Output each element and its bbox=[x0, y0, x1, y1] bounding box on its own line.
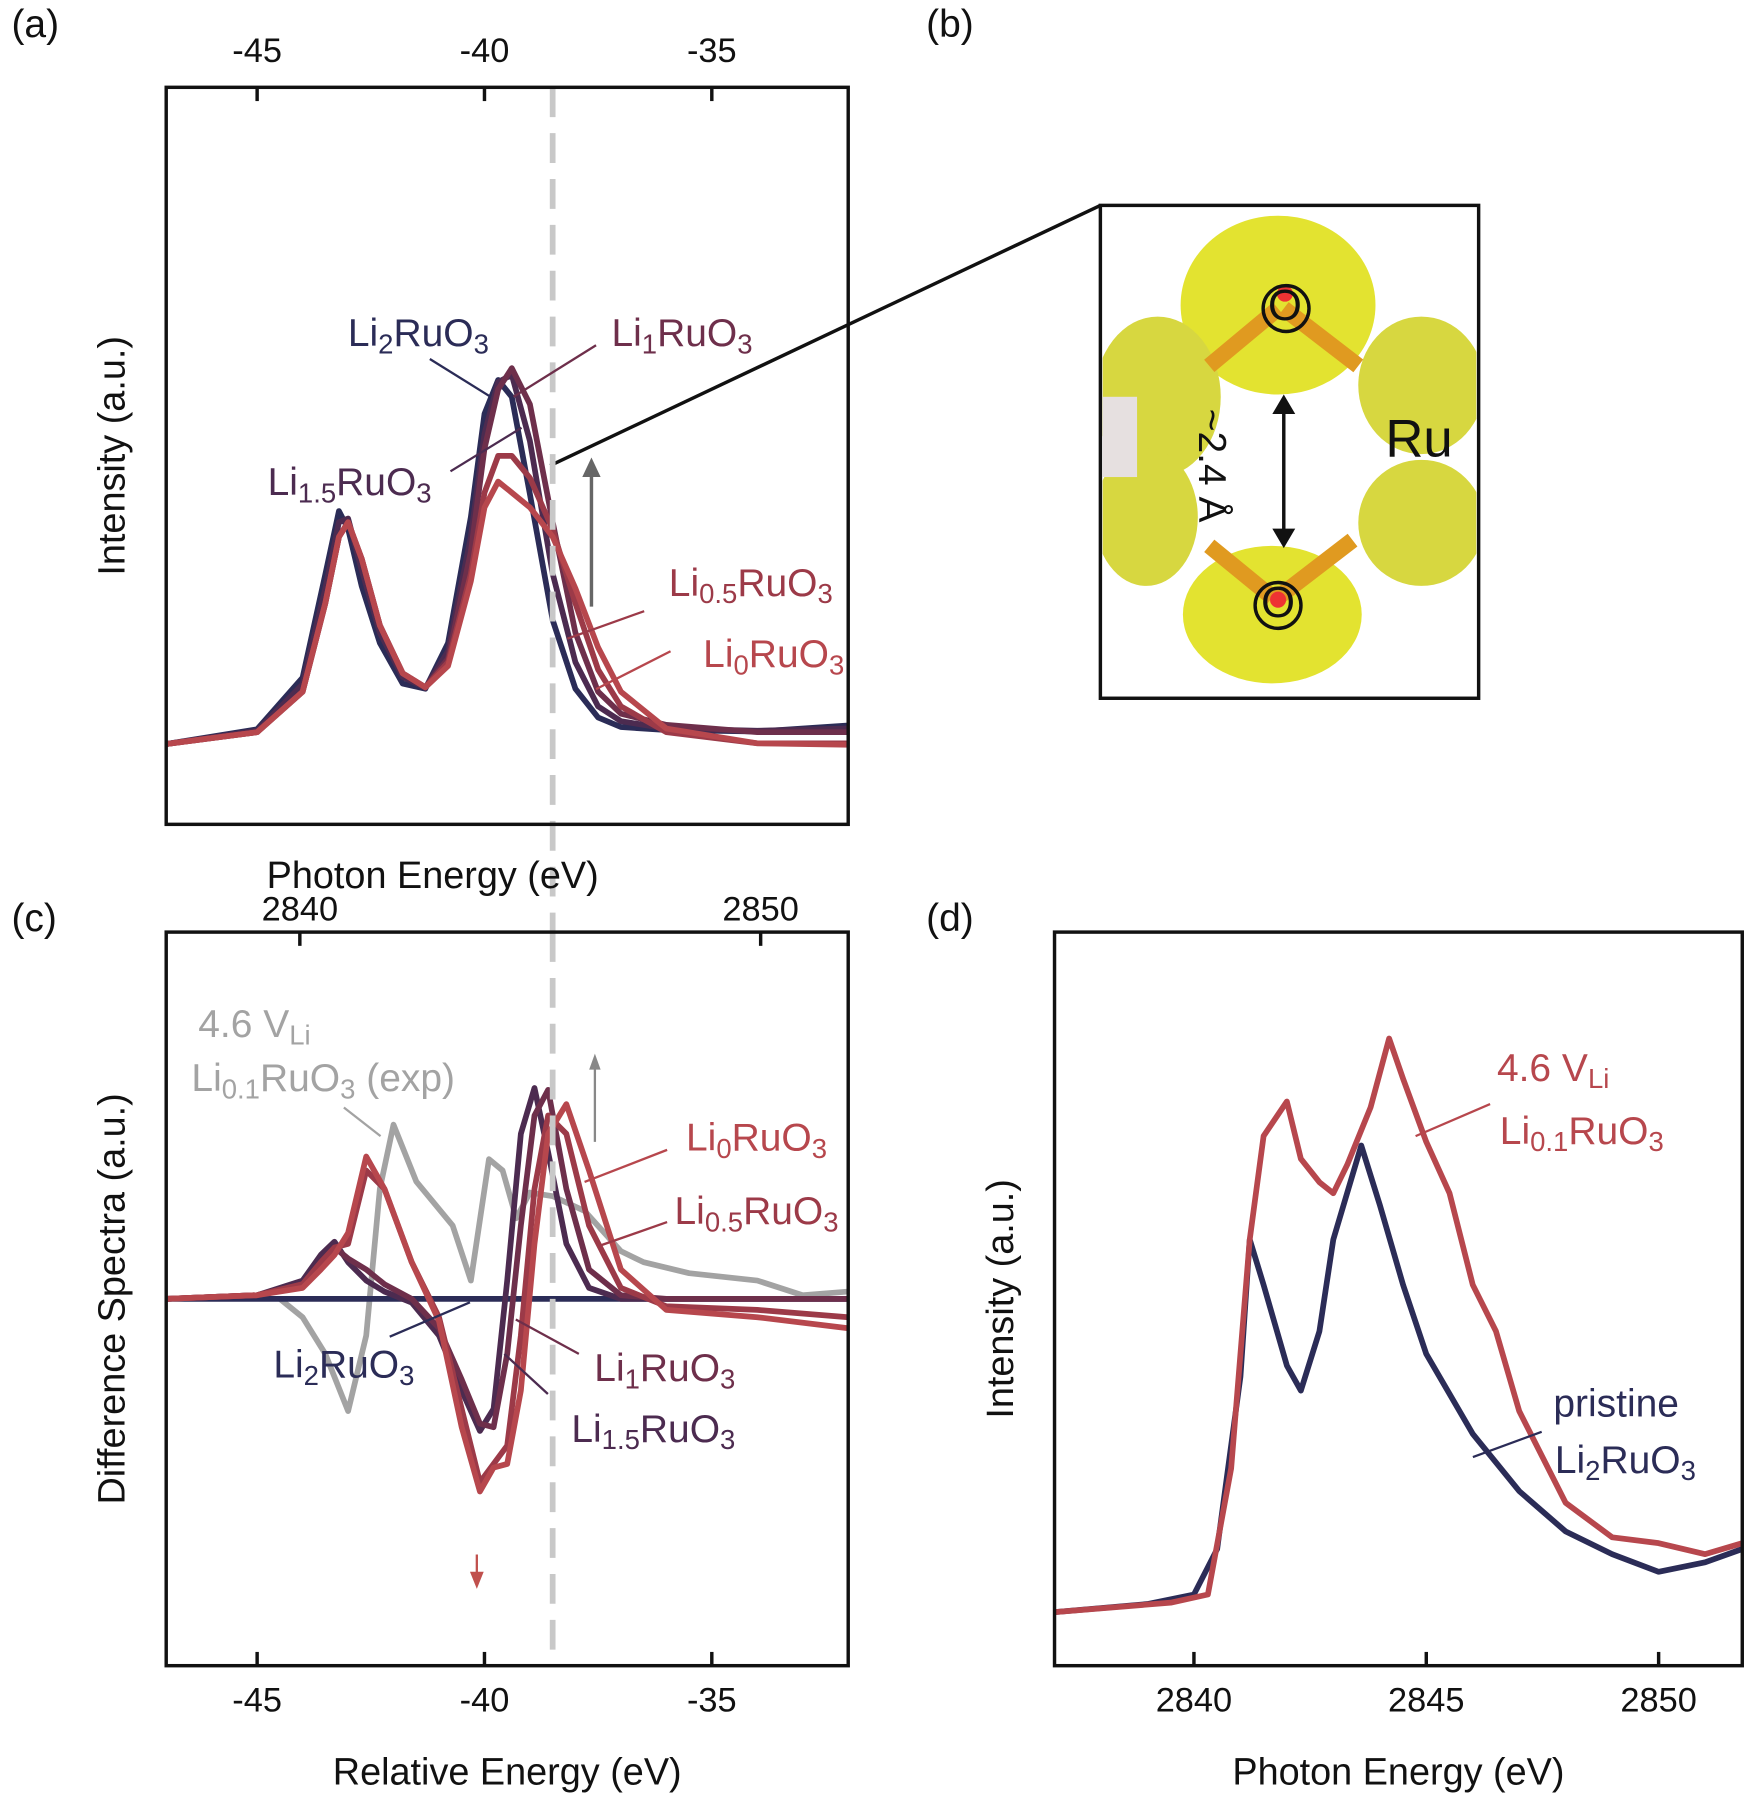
series-label: Li0.1RuO3 bbox=[1500, 1110, 1664, 1157]
trend-arrow-head bbox=[469, 1571, 484, 1589]
atom-outline bbox=[1261, 283, 1311, 334]
leader-line bbox=[515, 1318, 580, 1355]
bond bbox=[1278, 302, 1364, 373]
note-part: Li bbox=[1588, 1063, 1609, 1094]
atom-label: Ru bbox=[1385, 410, 1452, 469]
plot-area bbox=[166, 1085, 849, 1495]
x-tick-label: 2845 bbox=[1388, 1681, 1464, 1719]
leader-line bbox=[512, 344, 597, 398]
y-axis-label: Intensity (a.u.) bbox=[92, 336, 134, 576]
leader-line bbox=[429, 358, 492, 398]
series-label: Li1.5RuO3 bbox=[571, 1408, 735, 1455]
plot-area bbox=[1054, 1035, 1743, 1616]
series-label: Li1RuO3 bbox=[611, 312, 752, 359]
atom-label: O bbox=[1261, 579, 1295, 627]
atom-outline bbox=[1253, 580, 1303, 631]
y-axis-label: Intensity (a.u.) bbox=[980, 1179, 1022, 1419]
blob bbox=[1182, 545, 1362, 684]
plot-area bbox=[166, 365, 849, 748]
series-line bbox=[166, 1085, 849, 1434]
x-tick-label: -40 bbox=[460, 1681, 510, 1719]
series-line bbox=[166, 1101, 849, 1495]
note-part: pristine bbox=[1553, 1383, 1679, 1426]
trend-arrow-head bbox=[582, 457, 601, 478]
panel-label: (d) bbox=[926, 897, 974, 940]
series-label: Li0RuO3 bbox=[703, 633, 844, 680]
series-label: Li0RuO3 bbox=[686, 1117, 827, 1164]
series-line bbox=[1054, 1035, 1743, 1616]
isosurface bbox=[1102, 215, 1477, 684]
x-axis-label: Relative Energy (eV) bbox=[333, 1752, 682, 1794]
panel-label: (c) bbox=[11, 897, 56, 940]
chart-panel: -45 -40 -35 Intensity (a.u.) (a) bbox=[11, 3, 850, 933]
x-tick-label: -40 bbox=[460, 32, 510, 70]
series-label: Li2RuO3 bbox=[1555, 1439, 1696, 1486]
leader-line bbox=[584, 1148, 668, 1184]
chart-panel: 2840 2845 2850 Photon Energy (eV) Intensity … bbox=[926, 897, 1744, 1794]
atom-label: O bbox=[1268, 282, 1302, 330]
series-label: Li0.5RuO3 bbox=[675, 1190, 839, 1237]
y-axis-label: Difference Spectra (a.u.) bbox=[92, 1093, 134, 1504]
leader-line bbox=[601, 1221, 668, 1247]
series-line bbox=[166, 478, 849, 748]
note-part: 4.6 V bbox=[1497, 1047, 1588, 1090]
atom bbox=[1276, 285, 1293, 302]
series-label: Li0.5RuO3 bbox=[669, 562, 833, 609]
series-line bbox=[278, 1121, 849, 1414]
axes-frame bbox=[164, 85, 850, 827]
series-label: Li2RuO3 bbox=[273, 1344, 414, 1391]
series-label: Li1RuO3 bbox=[594, 1347, 735, 1394]
x-tick-label: -45 bbox=[232, 1681, 282, 1719]
zoom-line bbox=[549, 203, 1102, 468]
series-label: Li0.1RuO3 (exp) bbox=[191, 1057, 455, 1104]
x2-axis-label: Photon Energy (eV) bbox=[267, 855, 599, 897]
series-line bbox=[166, 371, 849, 747]
x-tick-label: 2840 bbox=[1156, 1681, 1232, 1719]
trend-arrow-head bbox=[589, 1053, 601, 1070]
x-axis-label: Photon Energy (eV) bbox=[1232, 1752, 1564, 1794]
series-note: 4.6 VLi bbox=[198, 1004, 310, 1051]
x2-tick-label: 2840 bbox=[262, 891, 338, 929]
leader-line bbox=[1415, 1102, 1491, 1138]
x-tick-label: -45 bbox=[232, 32, 282, 70]
series-label: Li1.5RuO3 bbox=[268, 461, 432, 508]
axes-frame bbox=[164, 930, 850, 1668]
chart-panel: -45 -40 -35 2840 2850 Photon Energy (eV) Relat… bbox=[11, 855, 850, 1794]
structure-illustration: O O Ru ~2.4 Å (b) bbox=[549, 3, 1481, 700]
blob bbox=[1102, 448, 1198, 586]
leader-line bbox=[503, 1353, 549, 1395]
x-tick-label: 2850 bbox=[1620, 1681, 1696, 1719]
blob bbox=[1358, 316, 1477, 455]
blob bbox=[1358, 459, 1477, 586]
leader-line bbox=[595, 650, 672, 691]
leader-line bbox=[566, 610, 645, 640]
atom bbox=[1102, 396, 1138, 478]
atom bbox=[1270, 591, 1287, 608]
leader-line bbox=[1472, 1430, 1543, 1459]
x2-tick-label: 2850 bbox=[722, 891, 798, 929]
series-note: pristine bbox=[1553, 1383, 1679, 1426]
leader-line bbox=[343, 1106, 382, 1138]
panel-label: (b) bbox=[926, 3, 974, 46]
x-tick-label: -35 bbox=[687, 1681, 737, 1719]
leader-line bbox=[449, 426, 523, 473]
series-label: Li2RuO3 bbox=[348, 312, 489, 359]
note-part: Li bbox=[289, 1020, 310, 1051]
leader-line bbox=[389, 1301, 471, 1338]
distance-label: ~2.4 Å bbox=[1190, 409, 1234, 523]
series-line bbox=[166, 365, 849, 747]
axes-frame bbox=[1052, 930, 1744, 1668]
series-note: 4.6 VLi bbox=[1497, 1047, 1609, 1094]
panel-label: (a) bbox=[11, 3, 59, 46]
x-tick-label: -35 bbox=[687, 32, 737, 70]
note-part: 4.6 V bbox=[198, 1004, 289, 1047]
